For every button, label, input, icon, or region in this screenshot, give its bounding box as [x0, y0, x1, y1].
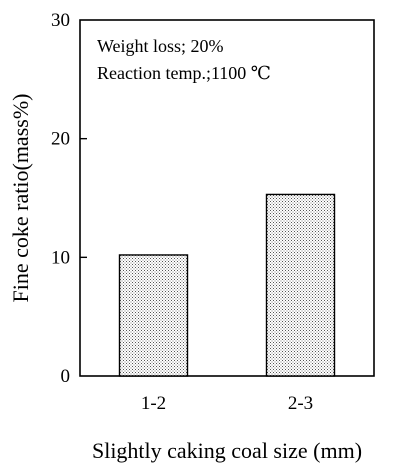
- x-tick-label: 1-2: [141, 393, 166, 414]
- bar-2-3: [265, 193, 336, 377]
- y-axis-title: Fine coke ratio(mass%): [8, 94, 33, 303]
- annotation-reaction-temp: Reaction temp.;1100 ℃: [97, 63, 271, 83]
- x-tick-label: 2-3: [288, 393, 313, 414]
- bars: [118, 193, 336, 377]
- plot-frame: [79, 19, 375, 377]
- y-axis: 0 10 20 30: [51, 10, 87, 387]
- x-axis-title: Slightly caking coal size (mm): [92, 438, 362, 463]
- bar-1-2: [118, 254, 189, 377]
- y-tick-label: 0: [61, 366, 71, 387]
- annotation-weight-loss: Weight loss; 20%: [97, 36, 224, 56]
- y-tick-label: 20: [51, 129, 70, 150]
- y-tick-label: 30: [51, 10, 70, 31]
- y-tick-label: 10: [51, 247, 70, 268]
- x-axis: 1-2 2-3: [141, 393, 313, 414]
